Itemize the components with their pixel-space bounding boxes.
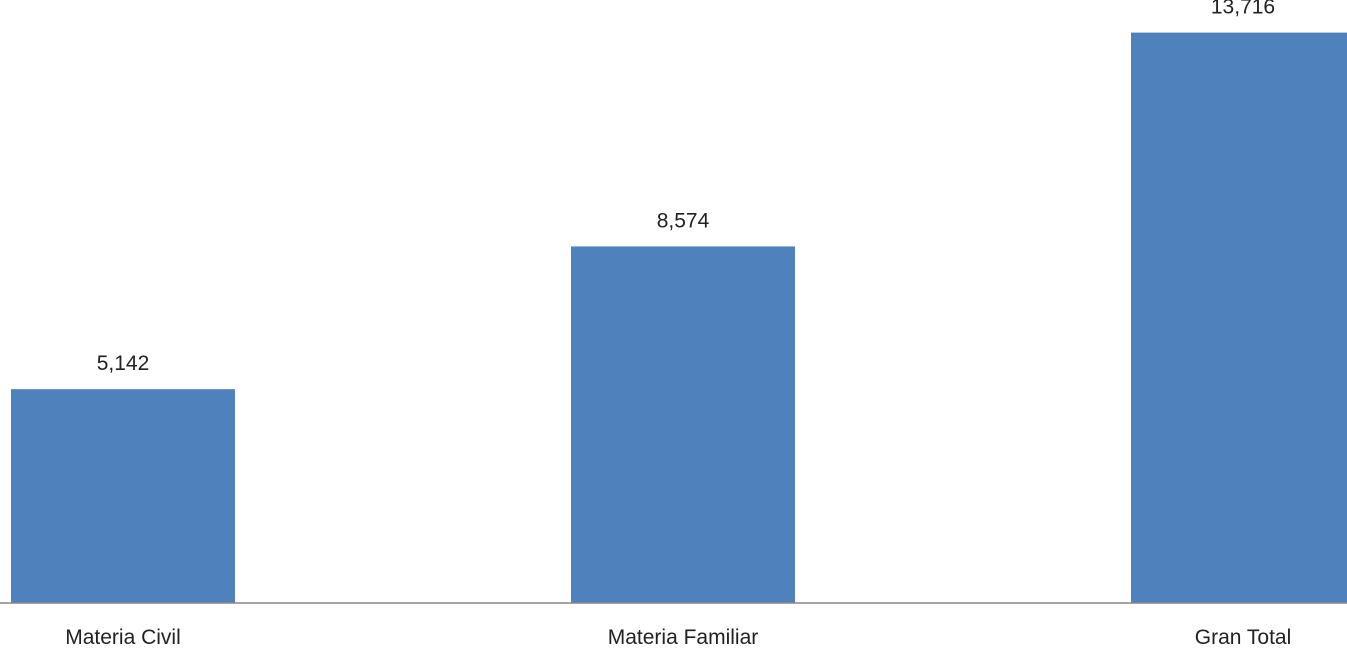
x-tick-label-materia-familiar: Materia Familiar <box>608 626 759 649</box>
x-tick-labels-group: Materia Civil Materia Familiar Gran Total <box>65 626 1291 649</box>
data-label-materia-civil: 5,142 <box>97 352 150 375</box>
data-labels-group: 5,142 8,574 13,716 <box>97 0 1275 375</box>
data-label-materia-familiar: 8,574 <box>657 209 710 232</box>
x-tick-label-materia-civil: Materia Civil <box>65 626 181 649</box>
bar-gran-total <box>1131 32 1347 604</box>
bar-materia-familiar <box>571 246 795 603</box>
bar-materia-civil <box>11 389 235 603</box>
bars-group <box>11 32 1347 604</box>
x-tick-label-gran-total: Gran Total <box>1195 626 1292 649</box>
data-label-gran-total: 13,716 <box>1211 0 1275 19</box>
